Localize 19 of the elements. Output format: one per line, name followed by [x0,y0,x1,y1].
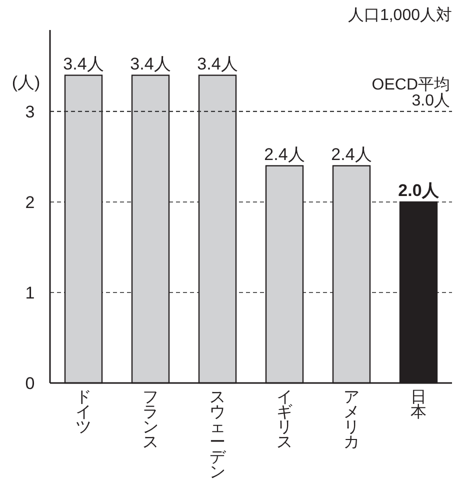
ref-line-label: OECD平均 3.0人 [372,76,450,110]
y-axis-title: (人) [12,73,40,92]
y-tick-label: 1 [25,283,35,302]
data-label: 3.4人 [130,54,171,74]
x-tick-label: 日本 [410,389,426,421]
data-label: 2.4人 [331,144,372,164]
x-tick-label: スウェーデン [210,389,226,481]
y-tick-label: 2 [25,192,35,212]
y-tick-label: 3 [25,102,35,122]
data-label: 3.4人 [197,54,238,74]
x-tick-label: ドイツ [76,389,92,436]
data-label: 2.0人 [398,180,440,200]
x-tick-label: アメリカ [344,389,360,451]
data-label: 2.4人 [264,144,305,164]
data-label: 3.4人 [63,54,104,74]
x-tick-label: フランス [142,389,158,451]
y-tick-label: 0 [25,374,35,393]
text: 人口1,000人対 [348,6,452,24]
x-tick-label: イギリス [276,389,292,451]
